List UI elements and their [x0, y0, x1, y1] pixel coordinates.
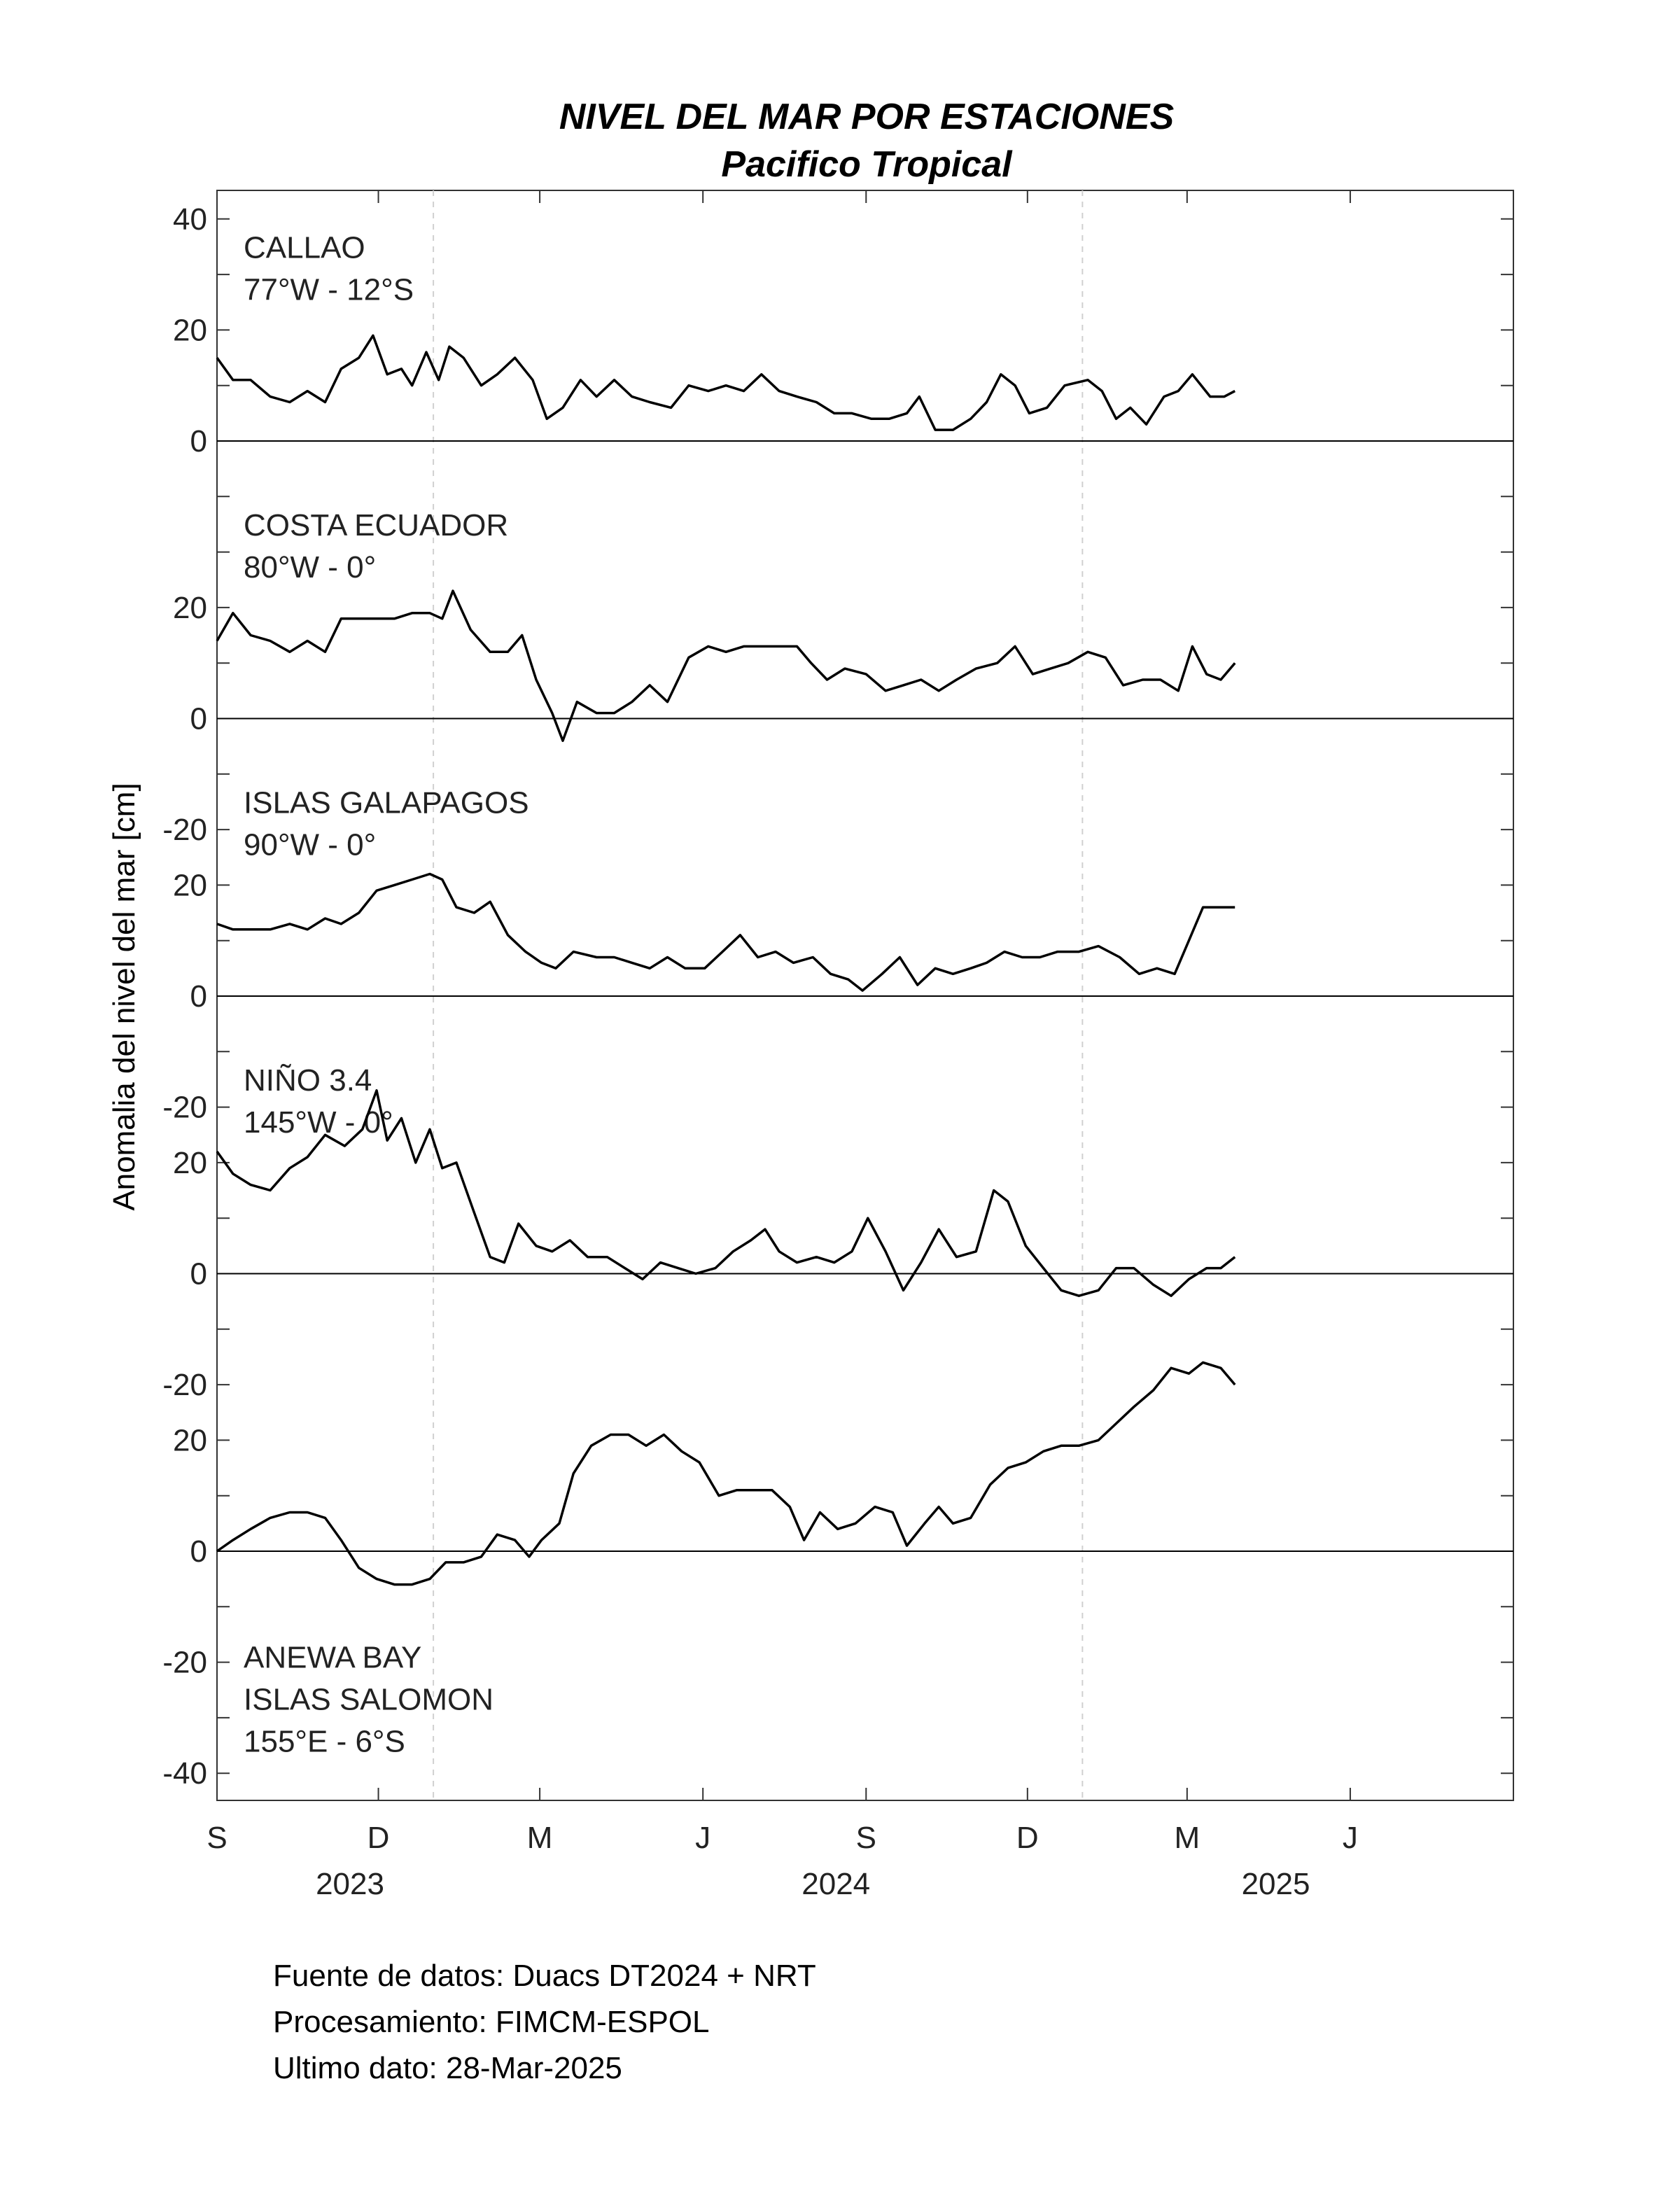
y-tick-label: 0 — [190, 979, 207, 1014]
y-axis-label: Anomalia del nivel del mar [cm] — [107, 783, 141, 1210]
footer-last-date: Ultimo dato: 28-Mar-2025 — [273, 2051, 622, 2085]
x-tick-label: S — [206, 1821, 227, 1855]
x-year-label: 2023 — [316, 1867, 384, 1901]
x-year-label: 2025 — [1242, 1867, 1310, 1901]
x-tick-label: D — [1016, 1821, 1039, 1855]
y-tick-label: 0 — [190, 702, 207, 736]
x-tick-label: M — [1175, 1821, 1200, 1855]
x-tick-label: J — [695, 1821, 710, 1855]
y-tick-label: 0 — [190, 424, 207, 458]
y-tick-label: -20 — [162, 1091, 207, 1125]
y-tick-label: 0 — [190, 1534, 207, 1569]
y-tick-label: 20 — [173, 1146, 207, 1180]
y-tick-label: 40 — [173, 202, 207, 237]
station-label: 155°E - 6°S — [244, 1725, 405, 1759]
x-tick-label: D — [368, 1821, 390, 1855]
series-line — [216, 589, 1236, 742]
y-tick-label: 0 — [190, 1257, 207, 1292]
y-tick-label: 20 — [173, 868, 207, 902]
station-label: 80°W - 0° — [244, 550, 376, 584]
x-tick-label: S — [856, 1821, 876, 1855]
station-label: COSTA ECUADOR — [244, 508, 508, 542]
series-line — [216, 872, 1236, 992]
y-tick-label: -40 — [162, 1756, 207, 1791]
station-label: 90°W - 0° — [244, 827, 376, 862]
chart-subtitle: Pacifico Tropical — [721, 144, 1013, 185]
footer-processing: Procesamiento: FIMCM-ESPOL — [273, 2005, 710, 2039]
y-tick-label: 20 — [173, 313, 207, 347]
station-label: ANEWA BAY — [244, 1641, 421, 1675]
y-tick-label: -20 — [162, 1646, 207, 1680]
x-tick-label: M — [527, 1821, 553, 1855]
station-label: 77°W - 12°S — [244, 272, 414, 307]
x-year-label: 2024 — [802, 1867, 870, 1901]
plot-area: S D M J S D M J 2023 2024 2025 0 20 40 CALLAO 77°W - 12… — [162, 190, 1514, 1901]
station-label: ISLAS GALAPAGOS — [244, 785, 529, 820]
footer-data-source: Fuente de datos: Duacs DT2024 + NRT — [273, 1959, 816, 1993]
chart-title: NIVEL DEL MAR POR ESTACIONES — [559, 97, 1175, 137]
station-label: CALLAO — [244, 230, 365, 265]
y-tick-label: 20 — [173, 1423, 207, 1457]
station-label: ISLAS SALOMON — [244, 1683, 493, 1717]
y-tick-label: 20 — [173, 591, 207, 625]
station-label: 145°W - 0° — [244, 1105, 393, 1140]
x-tick-label: J — [1343, 1821, 1358, 1855]
series-line — [216, 1089, 1236, 1297]
series-line — [216, 1361, 1236, 1586]
y-tick-label: -20 — [162, 813, 207, 847]
y-tick-label: -20 — [162, 1368, 207, 1402]
series-line — [216, 334, 1236, 431]
station-label: NIÑO 3.4 — [244, 1063, 372, 1098]
